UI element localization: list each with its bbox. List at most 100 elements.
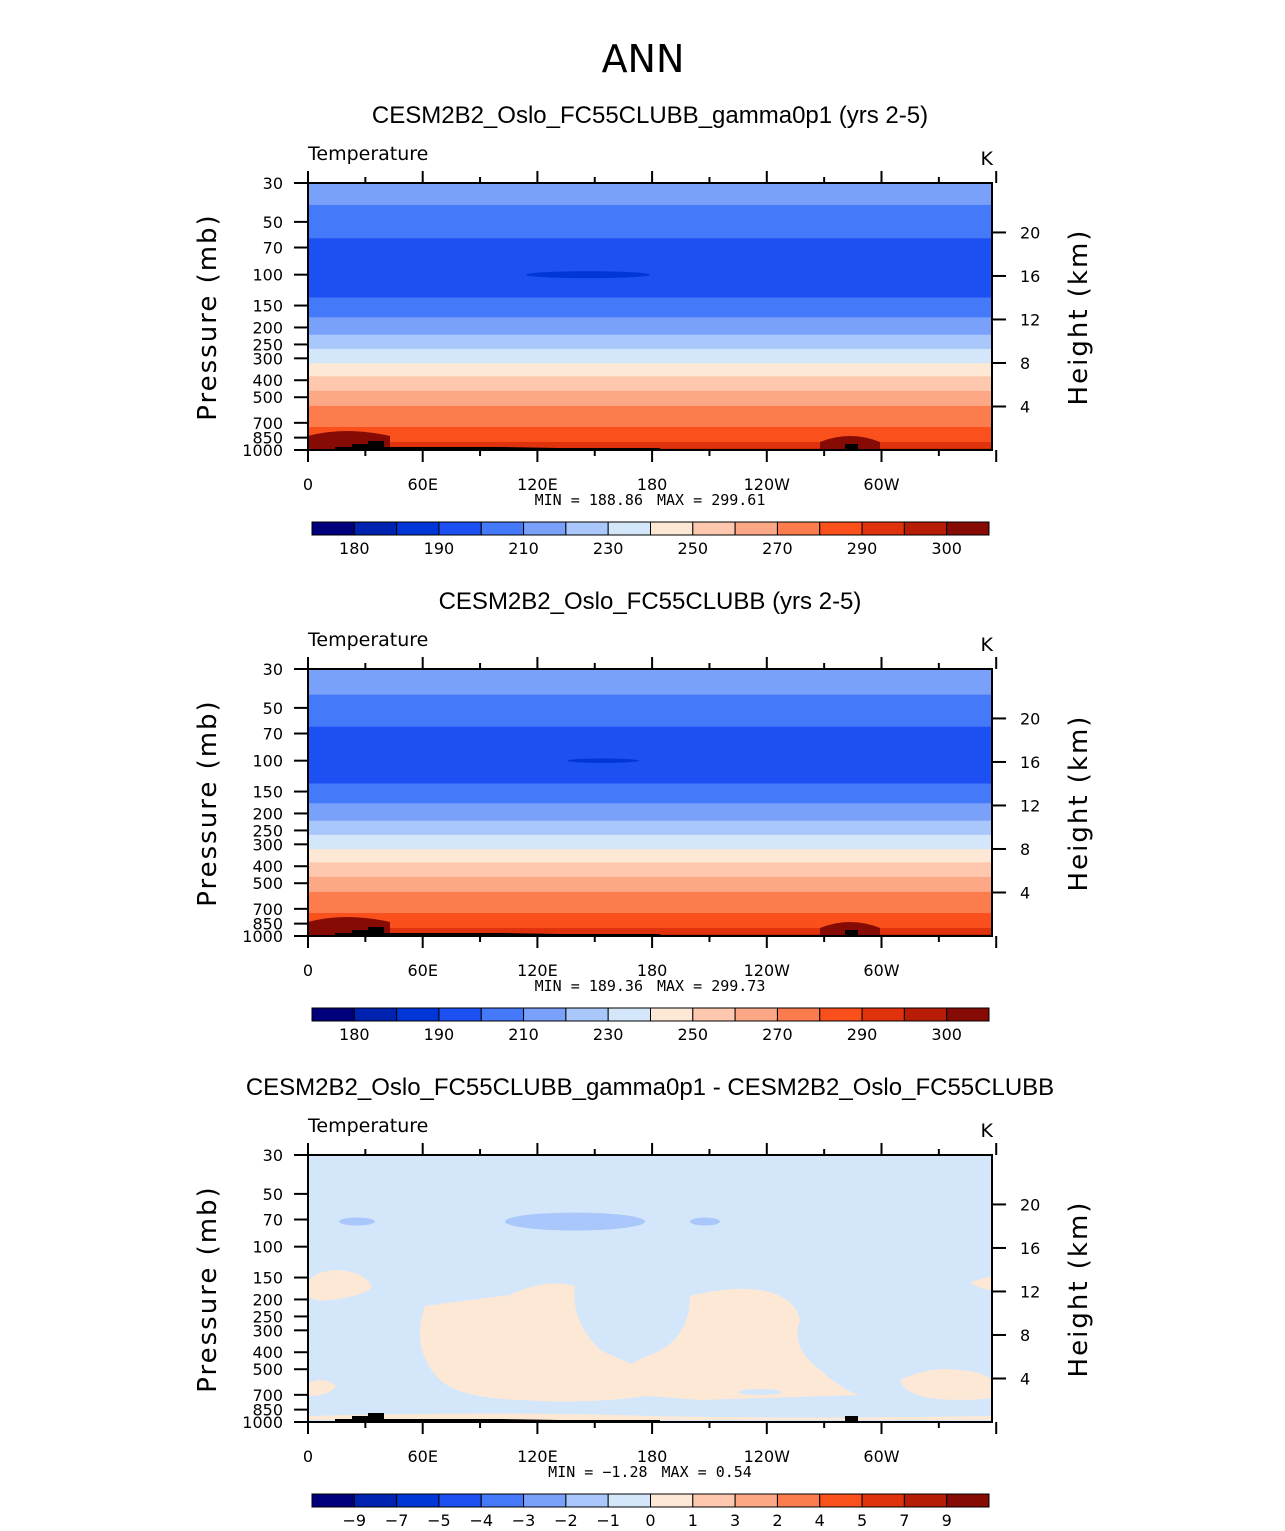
contour-band [308, 405, 992, 428]
contour-band [308, 803, 992, 822]
colorbar-label: 7 [899, 1511, 909, 1530]
colorbar-swatch [607, 1007, 651, 1022]
y-right-tick-label: 16 [1020, 267, 1040, 286]
plot-frame [307, 182, 993, 451]
y-right-axis-title: Height (km) [1064, 715, 1094, 892]
min-value: 188.86 [589, 491, 643, 509]
units-label: K [981, 1120, 994, 1142]
y-right-tick-label: 8 [1020, 840, 1030, 859]
colorbar-swatch [607, 1493, 651, 1508]
colorbar-swatch [523, 1493, 567, 1508]
colorbar-label: 4 [815, 1511, 825, 1530]
colorbar: −9 −7 −5 −4 −3 −2 −1 0 1 3 2 4 5 7 9 [311, 1493, 990, 1530]
y-tick-label: 500 [252, 874, 283, 893]
min-label: MIN = [535, 977, 589, 995]
y-tick-label: 200 [252, 1290, 283, 1309]
min-max-readout: MIN = 188.86 MAX = 299.61 [535, 491, 766, 509]
positive-anomaly [308, 1270, 372, 1301]
colorbar-swatch [903, 1493, 948, 1508]
colorbar-swatch [734, 1493, 778, 1508]
contour-band [308, 441, 992, 449]
y-axis-title: Pressure (mb) [193, 213, 223, 420]
colorbar-label: 210 [508, 539, 539, 558]
contour-band [308, 876, 992, 893]
y-tick-label: 1000 [242, 1413, 283, 1432]
x-tick-label: 60W [863, 961, 899, 980]
panel-1: CESM2B2_Oslo_FC55CLUBB_gamma0p1 (yrs 2-5… [193, 102, 1094, 558]
y-tick-label: 850 [252, 429, 283, 448]
y-right-tick-label: 12 [1020, 1282, 1040, 1301]
min-value: 189.36 [589, 977, 643, 995]
colorbar-swatch [396, 1007, 440, 1022]
x-tick-label: 120E [517, 1447, 558, 1466]
colorbar-swatch [819, 1007, 863, 1022]
contour-band [308, 927, 992, 935]
contour-band [308, 183, 992, 206]
main-title: ANN [602, 37, 685, 81]
colorbar-swatch [903, 1007, 948, 1022]
max-label: MAX = [662, 1463, 716, 1481]
y-axis-title: Pressure (mb) [193, 1185, 223, 1392]
contour-band [308, 862, 992, 878]
y-tick-label: 70 [263, 1211, 283, 1230]
units-label: K [981, 634, 994, 656]
contour-band [308, 348, 992, 364]
colorbar-swatch [819, 521, 863, 536]
colorbar-swatch [650, 1007, 694, 1022]
colorbar-label: 9 [942, 1511, 952, 1530]
y-tick-label: 100 [252, 1238, 283, 1257]
temperature-minimum [526, 271, 650, 279]
y-right-tick-label: 16 [1020, 1239, 1040, 1258]
y-tick-label: 400 [252, 371, 283, 390]
x-tick-label: 60E [407, 475, 437, 494]
panel-title: CESM2B2_Oslo_FC55CLUBB (yrs 2-5) [439, 588, 862, 615]
y-tick-label: 150 [252, 783, 283, 802]
colorbar-swatch [523, 1007, 567, 1022]
colorbar-swatch [946, 1493, 990, 1508]
contour-band [308, 913, 992, 929]
y-tick-label: 200 [252, 804, 283, 823]
colorbar-swatch [861, 521, 905, 536]
y-tick-label: 250 [252, 1307, 283, 1326]
min-max-readout: MIN = −1.28 MAX = 0.54 [548, 1463, 752, 1481]
y-right-axis-title: Height (km) [1064, 1201, 1094, 1378]
max-label: MAX = [657, 977, 711, 995]
colorbar-label: 180 [339, 1025, 370, 1044]
positive-anomaly [420, 1283, 663, 1402]
negative-anomaly [339, 1217, 375, 1226]
colorbar-swatch [734, 521, 778, 536]
y-tick-label: 100 [252, 752, 283, 771]
panel-3: CESM2B2_Oslo_FC55CLUBB_gamma0p1 - CESM2B… [193, 1074, 1094, 1530]
x-tick-label: 60W [863, 475, 899, 494]
y-tick-label: 250 [252, 821, 283, 840]
variable-label: Temperature [307, 143, 428, 165]
colorbar-swatch [861, 1007, 905, 1022]
colorbar-swatch [311, 1007, 355, 1022]
x-tick-label: 180 [637, 961, 668, 980]
colorbar-swatch [819, 1493, 863, 1508]
colorbar-swatch [311, 1493, 355, 1508]
y-tick-label: 250 [252, 335, 283, 354]
negative-anomaly [505, 1212, 645, 1231]
colorbar-swatch [946, 521, 990, 536]
colorbar-swatch [650, 521, 694, 536]
plot-frame [307, 668, 993, 937]
contour-band [308, 694, 992, 728]
y-right-tick-label: 20 [1020, 709, 1040, 728]
max-label: MAX = [657, 491, 711, 509]
colorbar-label: 290 [847, 539, 878, 558]
colorbar-swatch [438, 521, 482, 536]
topography [308, 441, 880, 450]
x-tick-label: 60W [863, 1447, 899, 1466]
y-tick-label: 100 [252, 266, 283, 285]
x-tick-label: 0 [303, 1447, 313, 1466]
contour-band [308, 891, 992, 914]
panel-title: CESM2B2_Oslo_FC55CLUBB_gamma0p1 - CESM2B… [246, 1074, 1054, 1101]
x-tick-label: 120E [517, 961, 558, 980]
colorbar-swatch [353, 521, 398, 536]
x-tick-label: 60E [407, 961, 437, 980]
colorbar-swatch [396, 1493, 440, 1508]
max-value: 299.73 [711, 977, 765, 995]
positive-anomaly [308, 1413, 992, 1420]
